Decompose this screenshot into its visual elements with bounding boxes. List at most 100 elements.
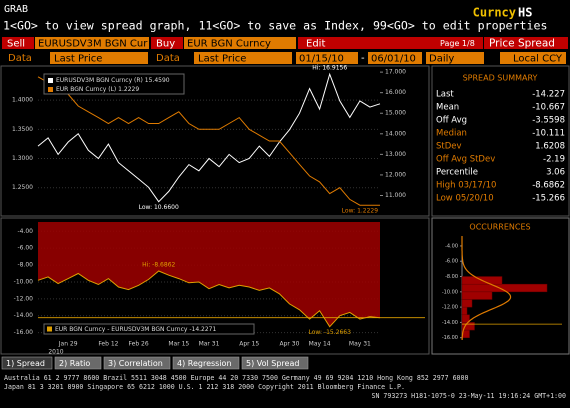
tab[interactable]	[103, 356, 171, 370]
buy-security[interactable]: EUR BGN Curncy	[187, 39, 271, 50]
sell-button[interactable]	[2, 37, 34, 49]
footer: Australia 61 2 9777 8600 Brazil 5511 304…	[4, 374, 566, 400]
summary-value: -8.6862	[532, 181, 565, 191]
annotation: Low: 1.2229	[342, 208, 379, 215]
histogram-bar	[461, 291, 493, 300]
tab[interactable]	[54, 356, 102, 370]
function-code: GRAB	[4, 4, 28, 15]
summary-value: 1.6208	[535, 142, 565, 152]
tab-bar: 1) Spread 2) Ratio 3) Correlation 4) Regres…	[1, 356, 309, 370]
y-tick-label: 1.4000	[12, 97, 33, 104]
data1-field[interactable]	[50, 52, 148, 64]
y-tick-label: -12.00	[442, 305, 458, 311]
footer-line: SN 793273 H181-1075-0 23-May-11 19:16:24…	[371, 392, 566, 400]
start-field[interactable]	[296, 52, 358, 64]
price-line	[37, 76, 380, 206]
data2[interactable]: Last Price	[198, 54, 246, 65]
footer-line: Japan 81 3 3201 8900 Singapore 65 6212 1…	[4, 383, 405, 391]
tab-label[interactable]: 5) Vol Spread	[246, 359, 299, 368]
tab-label[interactable]: 1) Spread	[6, 359, 45, 368]
summary-label: Last	[436, 90, 454, 100]
buy-field[interactable]	[184, 37, 296, 49]
x-tick-label: May 31	[349, 341, 371, 348]
annotation: Low: -15.2663	[309, 329, 352, 336]
price-line	[37, 72, 381, 203]
currency-field[interactable]	[500, 52, 566, 64]
end-field[interactable]	[368, 52, 422, 64]
tab-label[interactable]: 2) Ratio	[59, 359, 90, 368]
x-year-label: 2010	[48, 349, 63, 356]
x-tick-label: Mar 31	[199, 341, 220, 348]
end-date[interactable]: 06/01/10	[371, 54, 416, 65]
footer-line: Australia 61 2 9777 8600 Brazil 5511 304…	[4, 374, 468, 382]
summary-value: -10.667	[532, 103, 565, 113]
legend-swatch	[47, 326, 52, 332]
y-tick-label: -12.00	[14, 295, 34, 302]
tab-label[interactable]: 4) Regression	[177, 359, 232, 368]
summary-value: -10.111	[532, 129, 565, 139]
currency[interactable]: Local CCY	[513, 54, 563, 65]
y2-tick-label: 16.000	[385, 89, 406, 96]
y-tick-label: -8.00	[17, 262, 33, 269]
summary-label: High 03/17/10	[436, 181, 496, 191]
edit-bar[interactable]	[298, 37, 483, 49]
y-tick-label: 1.3500	[12, 126, 33, 133]
buy-button[interactable]	[151, 37, 183, 49]
buy-label[interactable]: Buy	[156, 39, 175, 50]
data-label: Data	[8, 53, 32, 64]
y-tick-label: -8.00	[445, 274, 458, 280]
sell-security[interactable]: EURUSDV3M BGN Cur	[38, 39, 148, 50]
y-tick-label: -14.00	[14, 312, 34, 319]
summary-label: Off Avg	[436, 116, 467, 126]
summary-label: Median	[436, 129, 467, 139]
command-line: 1<GO> to view spread graph, 11<GO> to sa…	[3, 19, 547, 33]
summary-value: 3.06	[546, 168, 565, 178]
y2-tick-label: 11.000	[385, 192, 406, 199]
view-bar	[484, 37, 568, 49]
tab-label[interactable]: 3) Correlation	[108, 359, 163, 368]
legend-entry: EUR BGN Curncy (L) 1.2229	[56, 86, 139, 93]
summary-panel	[431, 65, 570, 217]
legend-entry: EUR BGN Curncy - EURUSDV3M BGN Curncy -1…	[55, 326, 217, 333]
histogram-bar	[461, 299, 473, 308]
start-date[interactable]: 01/15/10	[299, 54, 344, 65]
y2-tick-label: 17.000	[385, 69, 406, 76]
sell-label[interactable]: Sell	[7, 39, 25, 50]
period[interactable]: Daily	[429, 54, 454, 65]
data1[interactable]: Last Price	[54, 54, 102, 65]
date-separator: -	[361, 53, 365, 64]
summary-label: Mean	[436, 103, 459, 113]
annotation: Hi: -8.6862	[142, 261, 175, 268]
y-tick-label: 1.3000	[12, 155, 33, 162]
summary-value: -15.266	[532, 194, 565, 204]
data-label: Data	[156, 53, 180, 64]
x-tick-label: Apr 30	[280, 341, 300, 348]
data2-field[interactable]	[194, 52, 292, 64]
legend-box	[43, 73, 185, 95]
tab[interactable]	[1, 356, 53, 370]
sell-field[interactable]	[35, 37, 149, 49]
y-tick-label: -6.00	[445, 259, 458, 265]
histogram-bar	[461, 283, 548, 293]
annotation: Hi: 16.9156	[312, 65, 347, 72]
summary-title: SPREAD SUMMARY	[463, 74, 538, 83]
summary-value: -3.5598	[532, 116, 565, 126]
summary-value: -2.19	[543, 155, 565, 165]
summary-label: StDev	[436, 142, 462, 152]
edit-label[interactable]: Edit	[306, 39, 325, 50]
ticker-function: HS	[518, 6, 532, 20]
y-tick-label: -6.00	[17, 245, 33, 252]
period-field[interactable]	[426, 52, 484, 64]
y-tick-label: 1.2500	[12, 184, 33, 191]
tab[interactable]	[241, 356, 309, 370]
x-tick-label: Feb 26	[129, 341, 149, 348]
y2-tick-label: 13.000	[385, 151, 406, 158]
page-indicator: Page 1/8	[440, 39, 475, 48]
occurrences-title: OCCURRENCES	[469, 223, 530, 232]
summary-value: -14.227	[532, 90, 565, 100]
legend-entry: EURUSDV3M BGN Curncy (R) 15.4590	[56, 77, 170, 84]
view-title: Price Spread	[489, 38, 555, 50]
annotation: Low: 10.6600	[139, 204, 179, 211]
tab[interactable]	[172, 356, 240, 370]
